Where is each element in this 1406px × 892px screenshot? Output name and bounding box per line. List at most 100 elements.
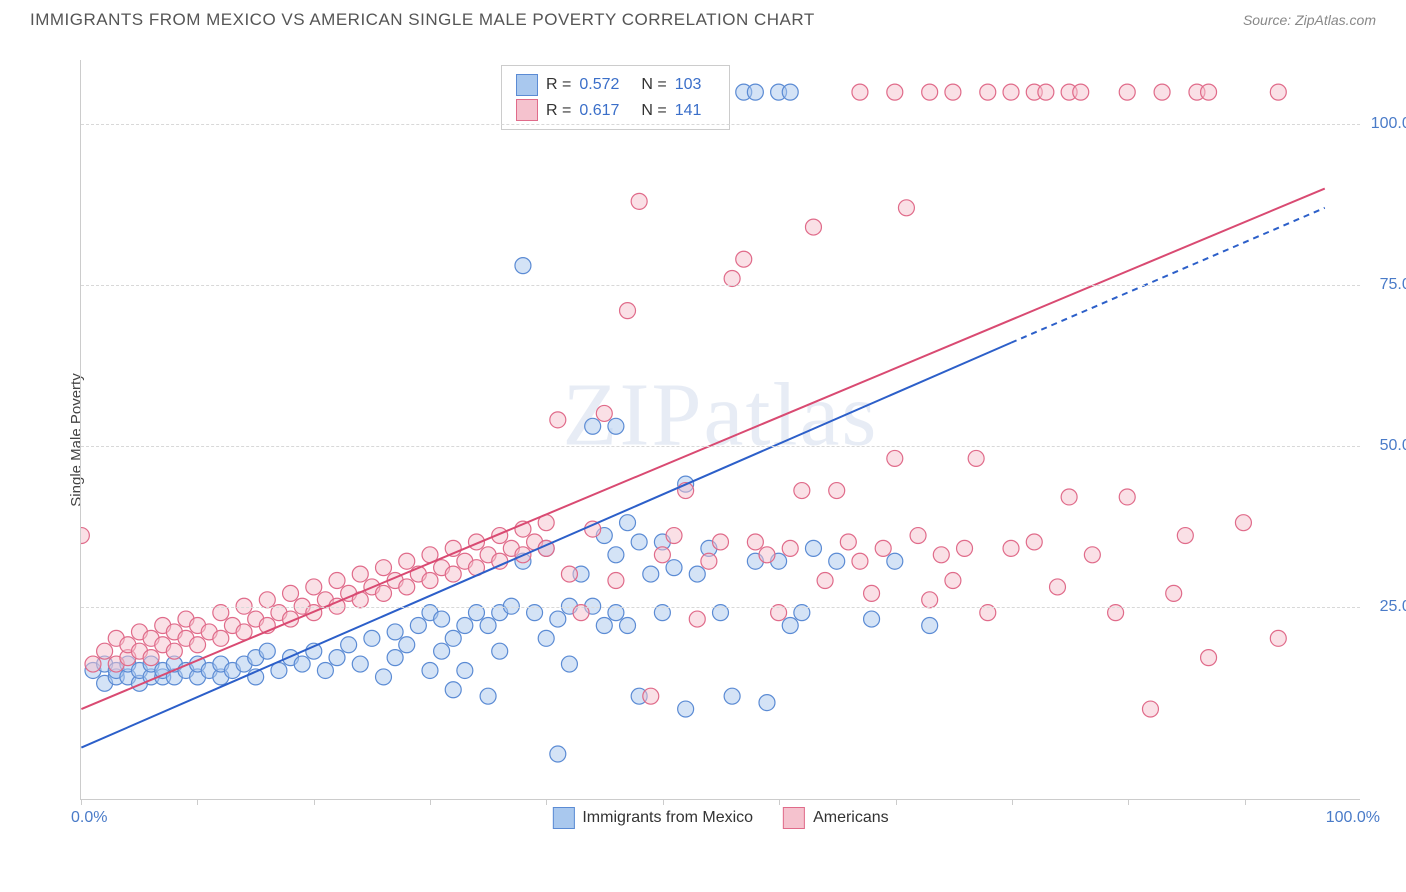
data-point [829, 553, 845, 569]
data-point [85, 656, 101, 672]
r-label: R = [546, 98, 571, 124]
data-point [759, 547, 775, 563]
data-point [666, 528, 682, 544]
data-point [387, 624, 403, 640]
data-point [1166, 585, 1182, 601]
data-point [480, 618, 496, 634]
data-point [620, 515, 636, 531]
data-point [713, 534, 729, 550]
data-point [492, 643, 508, 659]
data-point [980, 84, 996, 100]
plot-area: ZIPatlas R = 0.572 N = 103 R = 0.617 N =… [80, 60, 1360, 800]
data-point [910, 528, 926, 544]
data-point [689, 566, 705, 582]
y-tick-label: 50.0% [1380, 437, 1406, 455]
data-point [852, 84, 868, 100]
data-point [1084, 547, 1100, 563]
data-point [434, 643, 450, 659]
data-point [840, 534, 856, 550]
data-point [306, 579, 322, 595]
data-point [399, 579, 415, 595]
data-point [666, 560, 682, 576]
source-attribution: Source: ZipAtlas.com [1243, 12, 1376, 28]
data-point [1270, 84, 1286, 100]
data-point [1003, 84, 1019, 100]
data-point [364, 630, 380, 646]
data-point [329, 650, 345, 666]
data-point [515, 258, 531, 274]
data-point [561, 566, 577, 582]
data-point [596, 405, 612, 421]
data-point [689, 611, 705, 627]
data-point [643, 688, 659, 704]
data-point [701, 553, 717, 569]
data-point [922, 592, 938, 608]
n-value: 103 [675, 72, 702, 98]
data-point [399, 637, 415, 653]
data-point [852, 553, 868, 569]
data-point [759, 695, 775, 711]
data-point [1142, 701, 1158, 717]
swatch-icon [783, 807, 805, 829]
data-point [736, 251, 752, 267]
trendline [81, 343, 1011, 748]
data-point [259, 643, 275, 659]
correlation-legend: R = 0.572 N = 103 R = 0.617 N = 141 [501, 65, 730, 130]
data-point [1154, 84, 1170, 100]
data-point [829, 483, 845, 499]
legend-label: Americans [813, 809, 889, 827]
data-point [922, 84, 938, 100]
y-tick-label: 75.0% [1380, 276, 1406, 294]
data-point [1061, 489, 1077, 505]
y-tick-label: 25.0% [1380, 598, 1406, 616]
data-point [724, 270, 740, 286]
data-point [341, 637, 357, 653]
data-point [259, 592, 275, 608]
data-point [1050, 579, 1066, 595]
data-point [631, 534, 647, 550]
data-point [294, 656, 310, 672]
data-point [1073, 84, 1089, 100]
data-point [166, 643, 182, 659]
data-point [1235, 515, 1251, 531]
data-point [608, 573, 624, 589]
scatter-svg [81, 60, 1360, 799]
data-point [875, 540, 891, 556]
data-point [422, 573, 438, 589]
data-point [945, 84, 961, 100]
data-point [608, 547, 624, 563]
y-tick-label: 100.0% [1371, 115, 1406, 133]
data-point [585, 418, 601, 434]
data-point [410, 618, 426, 634]
data-point [480, 688, 496, 704]
data-point [864, 611, 880, 627]
data-point [352, 566, 368, 582]
data-point [1201, 84, 1217, 100]
data-point [445, 566, 461, 582]
data-point [1177, 528, 1193, 544]
data-point [190, 637, 206, 653]
data-point [352, 656, 368, 672]
data-point [654, 547, 670, 563]
data-point [399, 553, 415, 569]
legend-row-series-0: R = 0.572 N = 103 [516, 72, 715, 98]
data-point [957, 540, 973, 556]
data-point [550, 611, 566, 627]
legend-item-series-0: Immigrants from Mexico [552, 807, 753, 829]
trendline-extrapolated [1011, 208, 1325, 343]
data-point [376, 560, 392, 576]
r-value: 0.572 [579, 72, 619, 98]
data-point [561, 656, 577, 672]
data-point [945, 573, 961, 589]
data-point [782, 84, 798, 100]
swatch-icon [516, 74, 538, 96]
data-point [213, 630, 229, 646]
data-point [864, 585, 880, 601]
chart-container: Single Male Poverty ZIPatlas R = 0.572 N… [60, 50, 1380, 830]
data-point [317, 662, 333, 678]
data-point [817, 573, 833, 589]
data-point [376, 585, 392, 601]
x-tick-label: 100.0% [1326, 809, 1380, 827]
data-point [376, 669, 392, 685]
data-point [445, 630, 461, 646]
